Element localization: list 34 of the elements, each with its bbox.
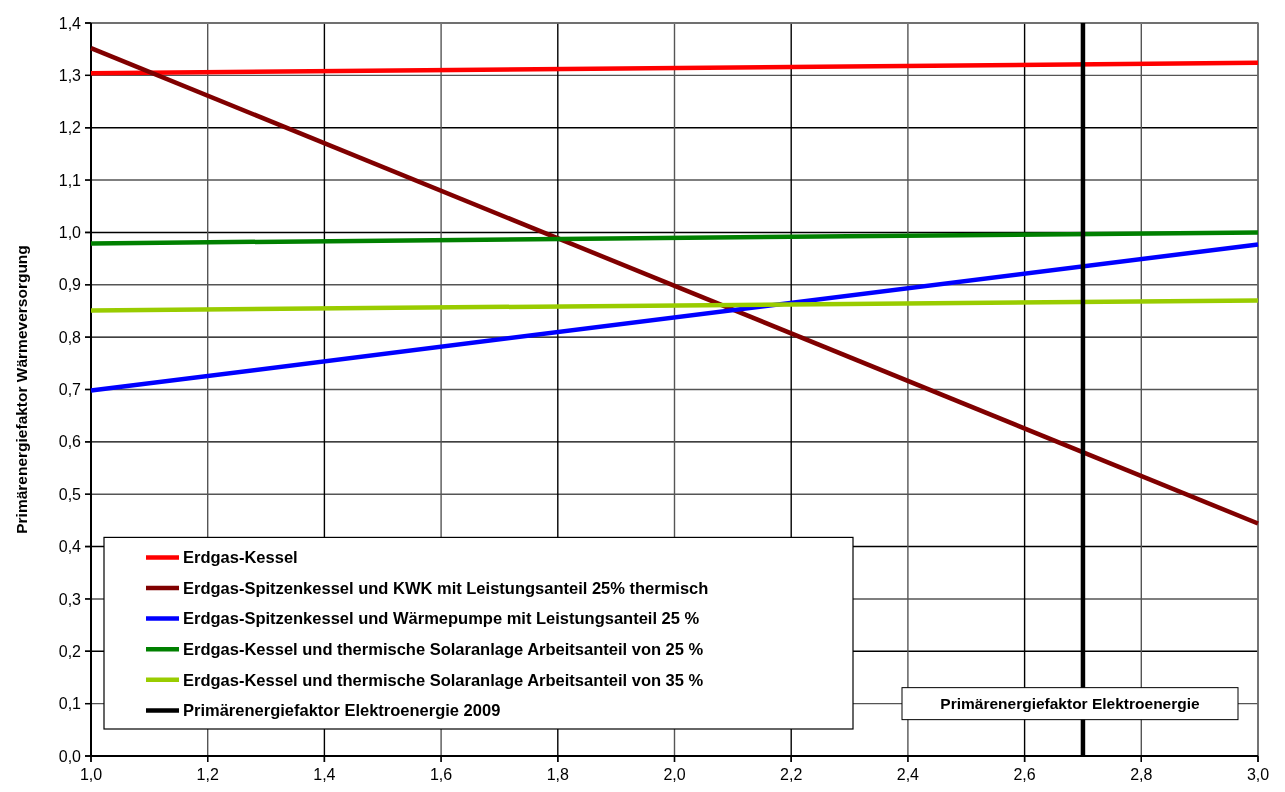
y-tick-label: 0,5: [58, 485, 82, 503]
legend-label: Erdgas-Spitzenkessel und Wärmepumpe mit Leistungsanteil 25 %: [183, 609, 700, 628]
x-tick-label: 3,0: [1246, 766, 1270, 783]
y-tick-label: 1,1: [58, 171, 82, 189]
legend-label: Primärenergiefaktor Elektroenergie 2009: [183, 701, 501, 720]
y-tick-label: 0,0: [58, 747, 82, 765]
y-tick-label: 0,6: [58, 433, 82, 451]
legend-label: Erdgas-Kessel: [183, 548, 298, 567]
x-axis-title: Primärenergiefaktor Elektroenergie: [940, 695, 1201, 713]
y-tick-label: 0,7: [58, 381, 82, 399]
y-tick-label: 1,2: [58, 119, 82, 137]
x-tick-label: 2,4: [896, 766, 920, 783]
y-tick-label: 0,9: [58, 276, 82, 294]
x-tick-label: 1,6: [429, 766, 453, 783]
legend-label: Erdgas-Kessel und thermische Solaranlage Arbeitsanteil von 25 %: [183, 639, 704, 658]
y-tick-label: 1,3: [58, 66, 82, 84]
y-tick-label: 0,1: [58, 695, 82, 713]
y-tick-label: 0,3: [58, 590, 82, 608]
legend-label: Erdgas-Spitzenkessel und KWK mit Leistungsanteil 25% thermisch: [183, 578, 709, 597]
y-tick-label: 0,2: [58, 642, 82, 660]
y-tick-label: 0,8: [58, 328, 82, 346]
x-tick-label: 1,2: [196, 766, 219, 783]
x-tick-label: 2,8: [1130, 766, 1153, 783]
y-tick-label: 0,4: [58, 538, 82, 556]
y-tick-label: 1,4: [58, 14, 82, 32]
y-axis-title: Primärenergiefaktor Wärmeversorgung: [13, 245, 31, 534]
x-tick-label: 1,4: [313, 766, 336, 783]
legend-label: Erdgas-Kessel und thermische Solaranlage Arbeitsanteil von 35 %: [183, 670, 704, 689]
x-tick-label: 2,6: [1013, 766, 1036, 783]
x-tick-label: 1,8: [546, 766, 570, 783]
y-tick-label: 1,0: [58, 224, 82, 242]
x-tick-label: 2,2: [780, 766, 803, 783]
x-tick-label: 2,0: [663, 766, 686, 783]
x-tick-label: 1,0: [79, 766, 103, 783]
